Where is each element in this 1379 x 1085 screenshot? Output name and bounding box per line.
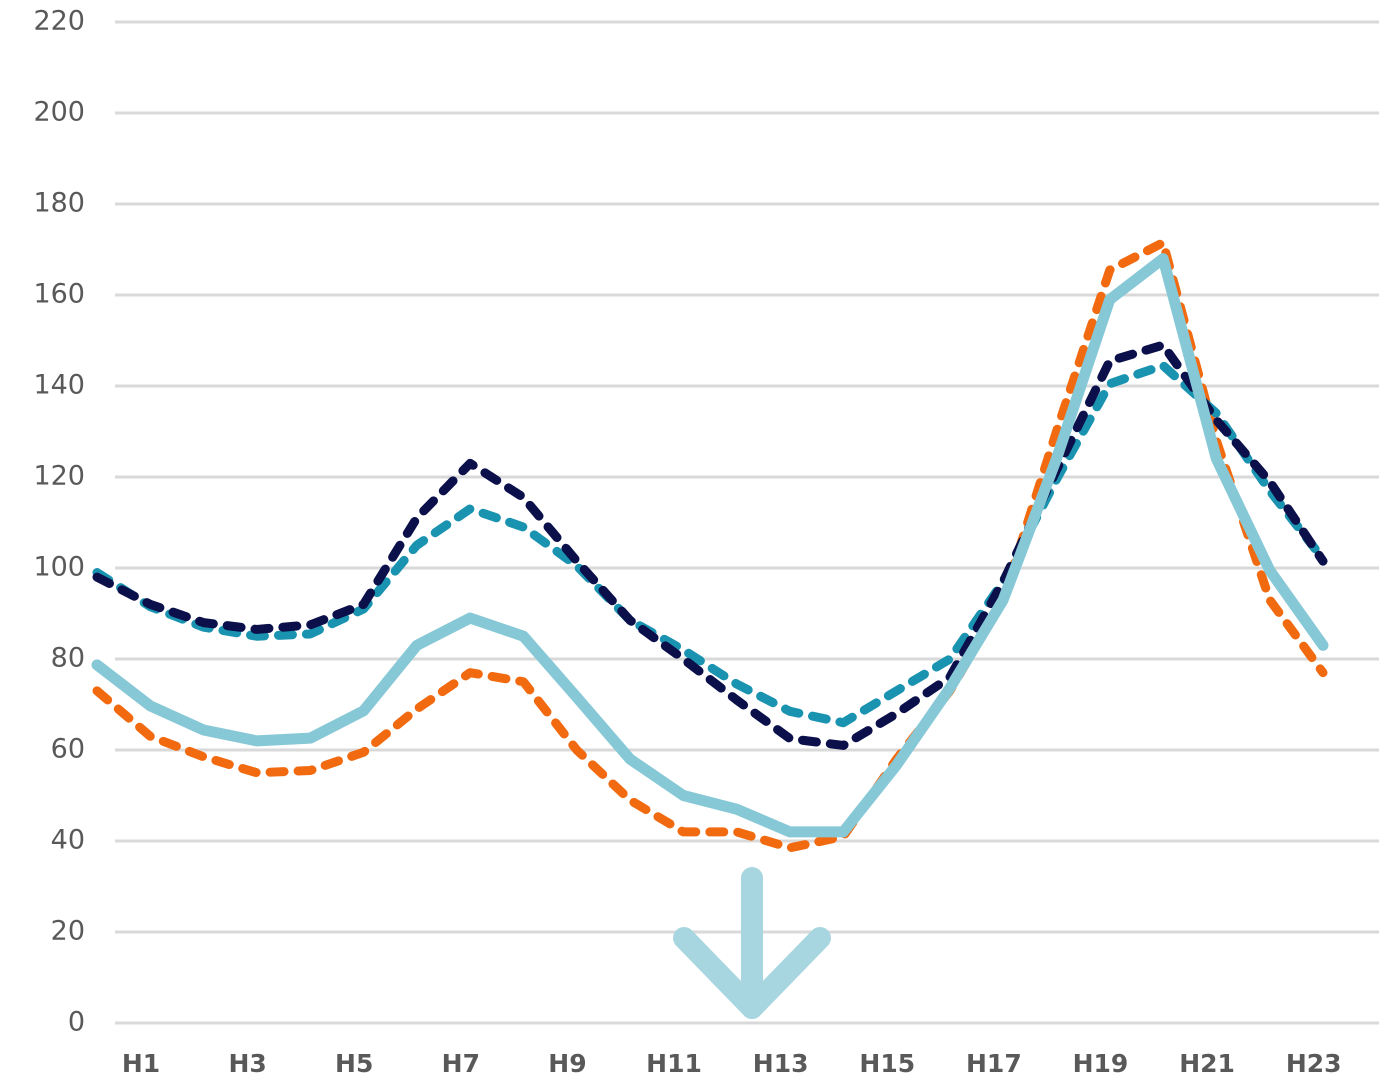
series-line	[92, 238, 1328, 853]
series-line	[91, 253, 1329, 838]
x-tick-label: H9	[548, 1049, 586, 1078]
x-tick-label: H11	[646, 1049, 702, 1078]
y-tick-label: 160	[33, 279, 85, 310]
y-tick-label: 20	[51, 916, 85, 947]
x-tick-label: H23	[1286, 1049, 1342, 1078]
y-tick-label: 60	[51, 734, 85, 765]
x-tick-label: H21	[1179, 1049, 1235, 1078]
x-tick-label: H13	[753, 1049, 809, 1078]
x-tick-label: H3	[228, 1049, 266, 1078]
y-tick-label: 0	[68, 1007, 85, 1038]
x-tick-label: H7	[442, 1049, 480, 1078]
y-tick-label: 180	[33, 188, 85, 219]
y-tick-label: 220	[33, 6, 85, 37]
grid: 0 20 40 60 80 100 120 140 160 180 200 220 H1 H3 H5 H7 H9…	[33, 6, 1379, 1078]
y-tick-label: 200	[33, 97, 85, 128]
series-line	[92, 340, 1328, 750]
x-tick-label: H5	[335, 1049, 373, 1078]
arrow-annotation	[673, 867, 831, 1019]
y-tick-label: 80	[51, 643, 85, 674]
x-tick-label: H15	[859, 1049, 915, 1078]
y-tick-label: 120	[33, 461, 85, 492]
x-tick-label: H17	[966, 1049, 1022, 1078]
series-line	[92, 361, 1328, 728]
lines	[91, 238, 1329, 853]
y-tick-label: 100	[33, 552, 85, 583]
y-tick-label: 40	[51, 825, 85, 856]
x-tick-label: H1	[122, 1049, 160, 1078]
x-tick-label: H19	[1073, 1049, 1129, 1078]
y-tick-label: 140	[33, 370, 85, 401]
